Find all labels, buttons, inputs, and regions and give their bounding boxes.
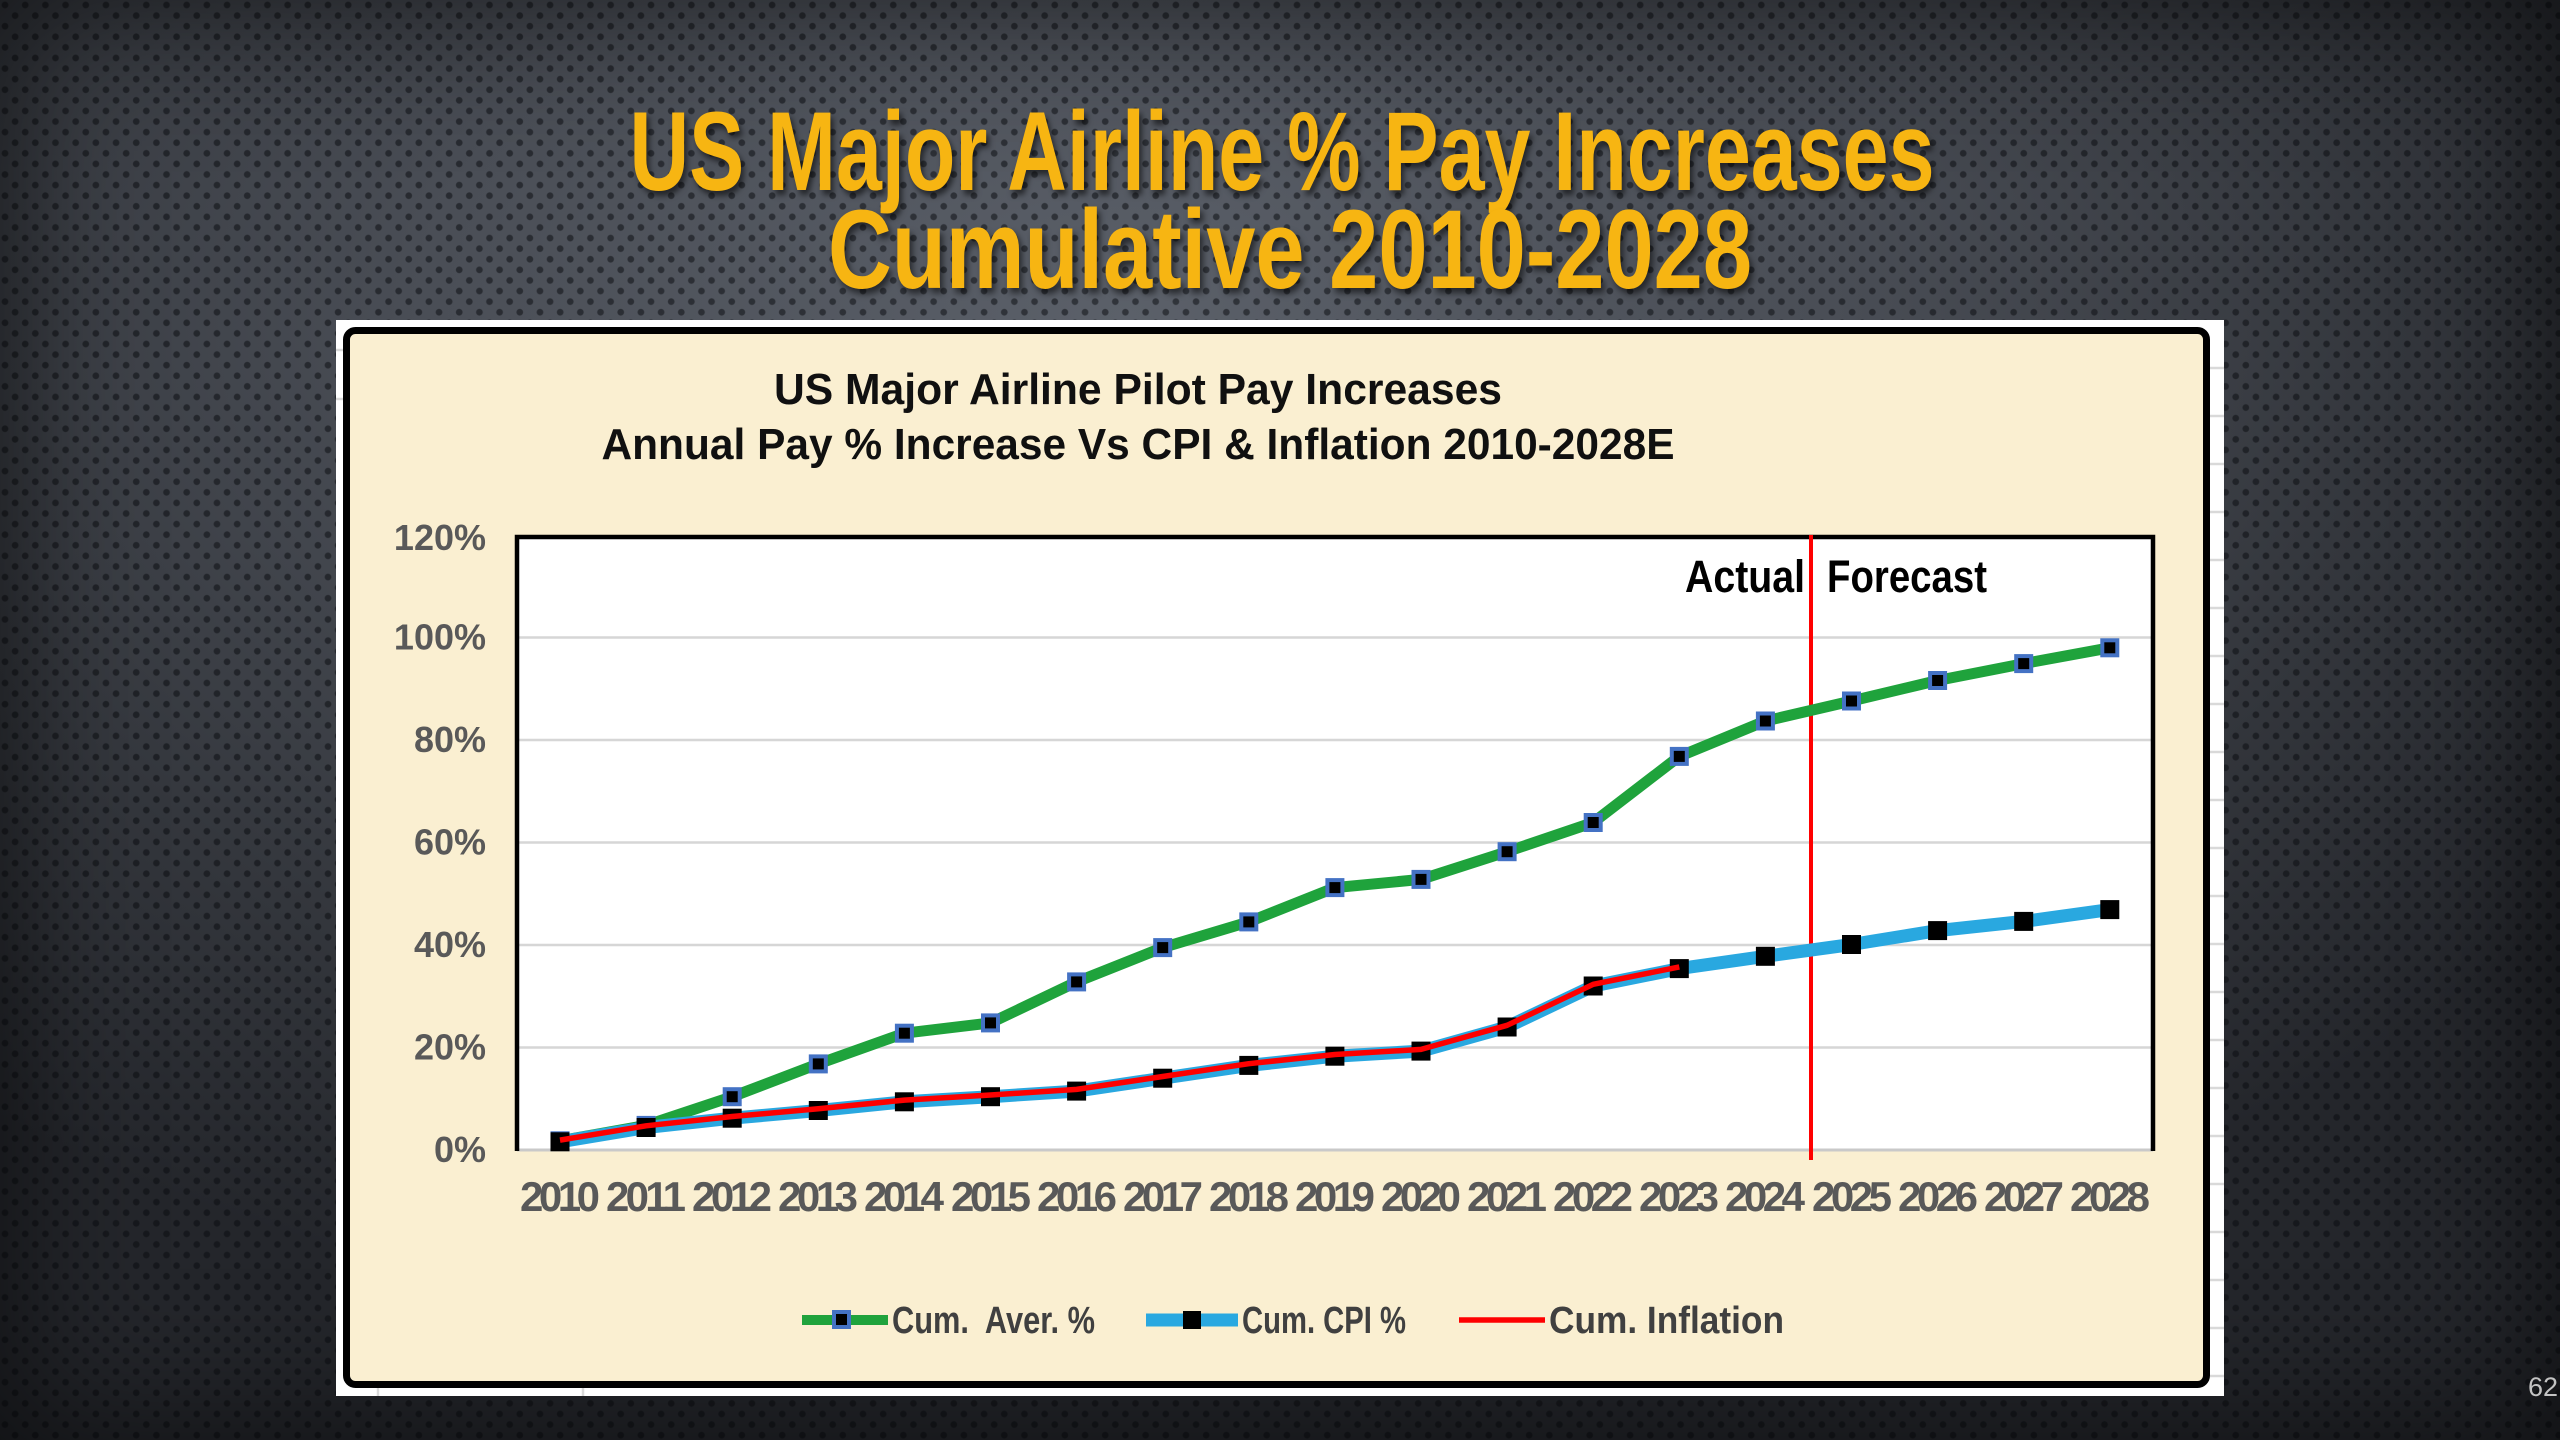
svg-text:2011: 2011 bbox=[606, 1173, 686, 1220]
svg-text:Annual Pay % Increase Vs CPI &: Annual Pay % Increase Vs CPI & Inflation… bbox=[602, 420, 1675, 469]
svg-text:2014: 2014 bbox=[864, 1173, 945, 1220]
svg-text:40%: 40% bbox=[414, 924, 486, 965]
svg-text:120%: 120% bbox=[394, 517, 486, 558]
svg-text:60%: 60% bbox=[414, 822, 486, 863]
svg-text:2016: 2016 bbox=[1037, 1173, 1117, 1220]
svg-text:2013: 2013 bbox=[778, 1173, 858, 1220]
svg-text:2021: 2021 bbox=[1467, 1173, 1547, 1220]
svg-text:0%: 0% bbox=[434, 1129, 486, 1170]
svg-text:2022: 2022 bbox=[1553, 1173, 1633, 1220]
svg-text:2024: 2024 bbox=[1725, 1173, 1806, 1220]
svg-text:Cum. CPI %: Cum. CPI % bbox=[1242, 1300, 1406, 1342]
svg-text:2023: 2023 bbox=[1639, 1173, 1719, 1220]
svg-text:2028: 2028 bbox=[2070, 1173, 2150, 1220]
svg-text:2012: 2012 bbox=[692, 1173, 772, 1220]
svg-text:Cum. Aver. %: Cum. Aver. % bbox=[892, 1300, 1095, 1342]
svg-text:Forecast: Forecast bbox=[1827, 551, 1987, 602]
svg-text:100%: 100% bbox=[394, 617, 486, 658]
svg-text:80%: 80% bbox=[414, 719, 486, 760]
svg-text:Actual: Actual bbox=[1685, 551, 1805, 602]
svg-text:2020: 2020 bbox=[1381, 1173, 1461, 1220]
svg-text:2019: 2019 bbox=[1295, 1173, 1375, 1220]
svg-text:2018: 2018 bbox=[1209, 1173, 1289, 1220]
svg-text:Cum. Inflation: Cum. Inflation bbox=[1549, 1300, 1784, 1342]
svg-text:2015: 2015 bbox=[951, 1173, 1031, 1220]
svg-text:2027: 2027 bbox=[1984, 1173, 2064, 1220]
svg-text:2017: 2017 bbox=[1123, 1173, 1203, 1220]
svg-text:2025: 2025 bbox=[1812, 1173, 1892, 1220]
svg-text:US Major Airline Pilot Pay Inc: US Major Airline Pilot Pay Increases bbox=[774, 365, 1502, 414]
svg-text:2010: 2010 bbox=[520, 1173, 600, 1220]
svg-text:2026: 2026 bbox=[1898, 1173, 1978, 1220]
svg-text:20%: 20% bbox=[414, 1027, 486, 1068]
